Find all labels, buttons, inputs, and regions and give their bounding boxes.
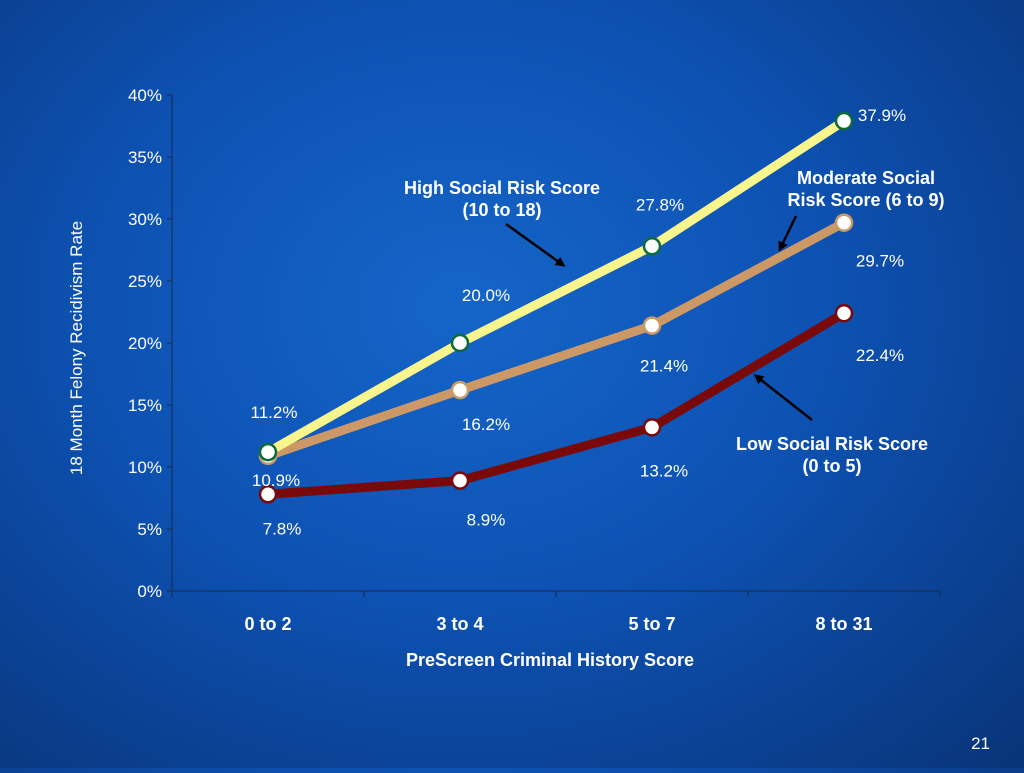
data-label-low: 13.2% (640, 461, 688, 480)
data-label-high: 11.2% (251, 403, 298, 422)
y-tick-label: 25% (128, 272, 162, 291)
series-name-line: Risk Score (6 to 9) (787, 190, 944, 210)
y-tick-label: 35% (128, 148, 162, 167)
data-point-low (450, 471, 470, 490)
y-tick-label: 20% (128, 334, 162, 353)
x-tick-label: 0 to 2 (244, 614, 291, 634)
data-label-low: 7.8% (263, 519, 302, 538)
data-labels: 11.2% 20.0% 27.8% 37.9% 10.9% 16.2% 21.4% 29.7%… (251, 106, 907, 538)
series-name-line: Low Social Risk Score (736, 434, 928, 454)
data-point-high (258, 442, 278, 462)
data-point-low (258, 485, 278, 504)
y-tick-label: 0% (137, 582, 162, 601)
series-lines (263, 116, 849, 499)
annotation-arrow-moderate (778, 215, 798, 252)
data-point-moderate (834, 213, 854, 232)
data-label-low: 8.9% (467, 511, 506, 530)
data-label-moderate: 10.9% (252, 471, 300, 490)
data-point-low (642, 418, 662, 437)
data-point-moderate (450, 380, 470, 400)
annotation-arrow-low (753, 374, 813, 421)
data-label-high: 20.0% (462, 286, 510, 305)
data-label-high: 37.9% (858, 106, 906, 125)
y-tick-label: 40% (128, 86, 162, 105)
data-point-high (642, 237, 662, 256)
series-name-line: High Social Risk Score (404, 178, 600, 198)
y-axis-title: 18 Month Felony Recidivism Rate (67, 221, 86, 475)
y-tick-label: 30% (128, 210, 162, 229)
x-tick-label: 8 to 31 (815, 614, 872, 634)
data-label-moderate: 29.7% (856, 252, 904, 271)
data-point-high (450, 333, 470, 353)
data-label-high: 27.8% (636, 195, 684, 214)
series-name-line: (10 to 18) (462, 200, 541, 220)
data-label-moderate: 21.4% (640, 357, 688, 376)
x-category-labels: 0 to 2 3 to 4 5 to 7 8 to 31 (244, 614, 872, 634)
y-tick-labels: 0% 5% 10% 15% 20% 25% 30% 35% 40% (128, 86, 162, 601)
page-number: 21 (971, 734, 990, 753)
series-name-moderate: Moderate Social Risk Score (6 to 9) (787, 168, 944, 210)
series-name-low: Low Social Risk Score (0 to 5) (736, 434, 928, 476)
series-annotations: High Social Risk Score (10 to 18) Moderate… (404, 168, 945, 476)
y-tick-label: 15% (128, 396, 162, 415)
x-tick-label: 5 to 7 (628, 614, 675, 634)
data-point-high (834, 111, 854, 131)
series-line-high (263, 116, 849, 457)
data-point-low (834, 303, 854, 323)
annotation-arrow-high (505, 222, 566, 267)
x-tick-label: 3 to 4 (436, 614, 483, 634)
series-line-low (263, 308, 849, 499)
y-tick-label: 10% (128, 458, 162, 477)
series-name-line: (0 to 5) (802, 456, 861, 476)
chart-axes (167, 94, 941, 597)
x-axis-title: PreScreen Criminal History Score (406, 650, 694, 670)
series-name-high: High Social Risk Score (10 to 18) (404, 178, 600, 220)
series-name-line: Moderate Social (797, 168, 935, 188)
data-point-moderate (642, 316, 662, 335)
y-tick-label: 5% (137, 520, 162, 539)
data-label-low: 22.4% (856, 346, 904, 365)
series-line-moderate (263, 218, 849, 461)
data-label-moderate: 16.2% (462, 415, 510, 434)
series-markers (258, 111, 854, 504)
